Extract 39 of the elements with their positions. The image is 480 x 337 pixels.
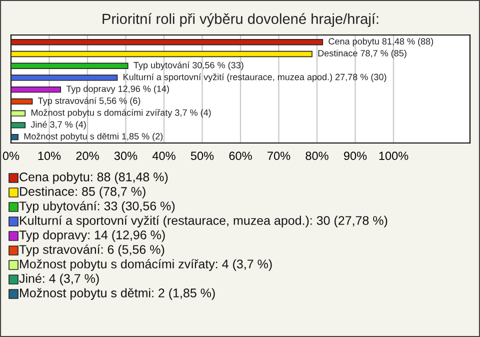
x-tick-label: 60%: [229, 152, 252, 160]
data-label: Jiné 3,7 % (4): [30, 120, 86, 130]
data-label: Typ ubytování 30,56 % (33): [134, 62, 244, 70]
text: Jiné: 4 (3,7 %): [19, 274, 99, 286]
x-tick-label: 40%: [152, 152, 176, 160]
x-tick-label: 20%: [76, 152, 99, 160]
x-tick-label: 70%: [268, 152, 290, 160]
bar: [11, 110, 26, 116]
x-tick-label: 100%: [379, 152, 408, 160]
data-label: Kulturní a sportovní vyžití (restaurace, muzea apod.) 27,78 % (30): [124, 73, 386, 82]
bar: [11, 62, 128, 69]
chart-title: Prioritní roli při výběru dovolené hraje/hrají:: [102, 13, 378, 27]
data-label: Typ dopravy 12,96 % (14): [66, 85, 169, 94]
bar: [11, 134, 18, 140]
data-label: Možnost pobytu s dětmi 1,85 % (2): [24, 132, 163, 142]
text: Typ stravování: 6 (5,56 %): [19, 244, 164, 256]
bar: [11, 50, 312, 58]
bar: [11, 86, 61, 93]
bar: [11, 39, 324, 46]
x-tick-label: 0%: [2, 152, 20, 160]
x-tick-label: 90%: [344, 152, 367, 160]
data-label: Typ stravování 5,56 % (6): [38, 97, 140, 106]
x-tick-label: 10%: [38, 152, 61, 160]
x-tick-label: 80%: [306, 152, 328, 160]
data-label: Destinace 78,7 % (85): [318, 50, 406, 58]
bar: [11, 74, 118, 81]
bar: [11, 122, 26, 128]
text: Cena pobytu: 88 (81,48 %): [20, 172, 168, 184]
x-tick-label: 30%: [114, 152, 138, 160]
text: Destinace: 85 (78,7 %): [20, 186, 146, 198]
text: Kulturní a sportovní vyžití (restaurace, muzea apod.): 30 (27,78 %): [20, 216, 388, 228]
data-label: Možnost pobytu s domácími zvířaty 3,7 % (4): [31, 109, 211, 118]
text: Možnost pobytu s dětmi: 2 (1,85 %): [20, 288, 215, 300]
text: Typ dopravy: 14 (12,96 %): [19, 230, 165, 242]
data-label: Cena pobytu 81,48 % (88): [328, 38, 434, 46]
text: Typ ubytování: 33 (30,56 %): [19, 201, 175, 213]
bar: [11, 98, 33, 105]
x-tick-label: 50%: [190, 152, 214, 160]
text: Možnost pobytu s domácími zvířaty: 4 (3,7 %): [20, 259, 272, 271]
